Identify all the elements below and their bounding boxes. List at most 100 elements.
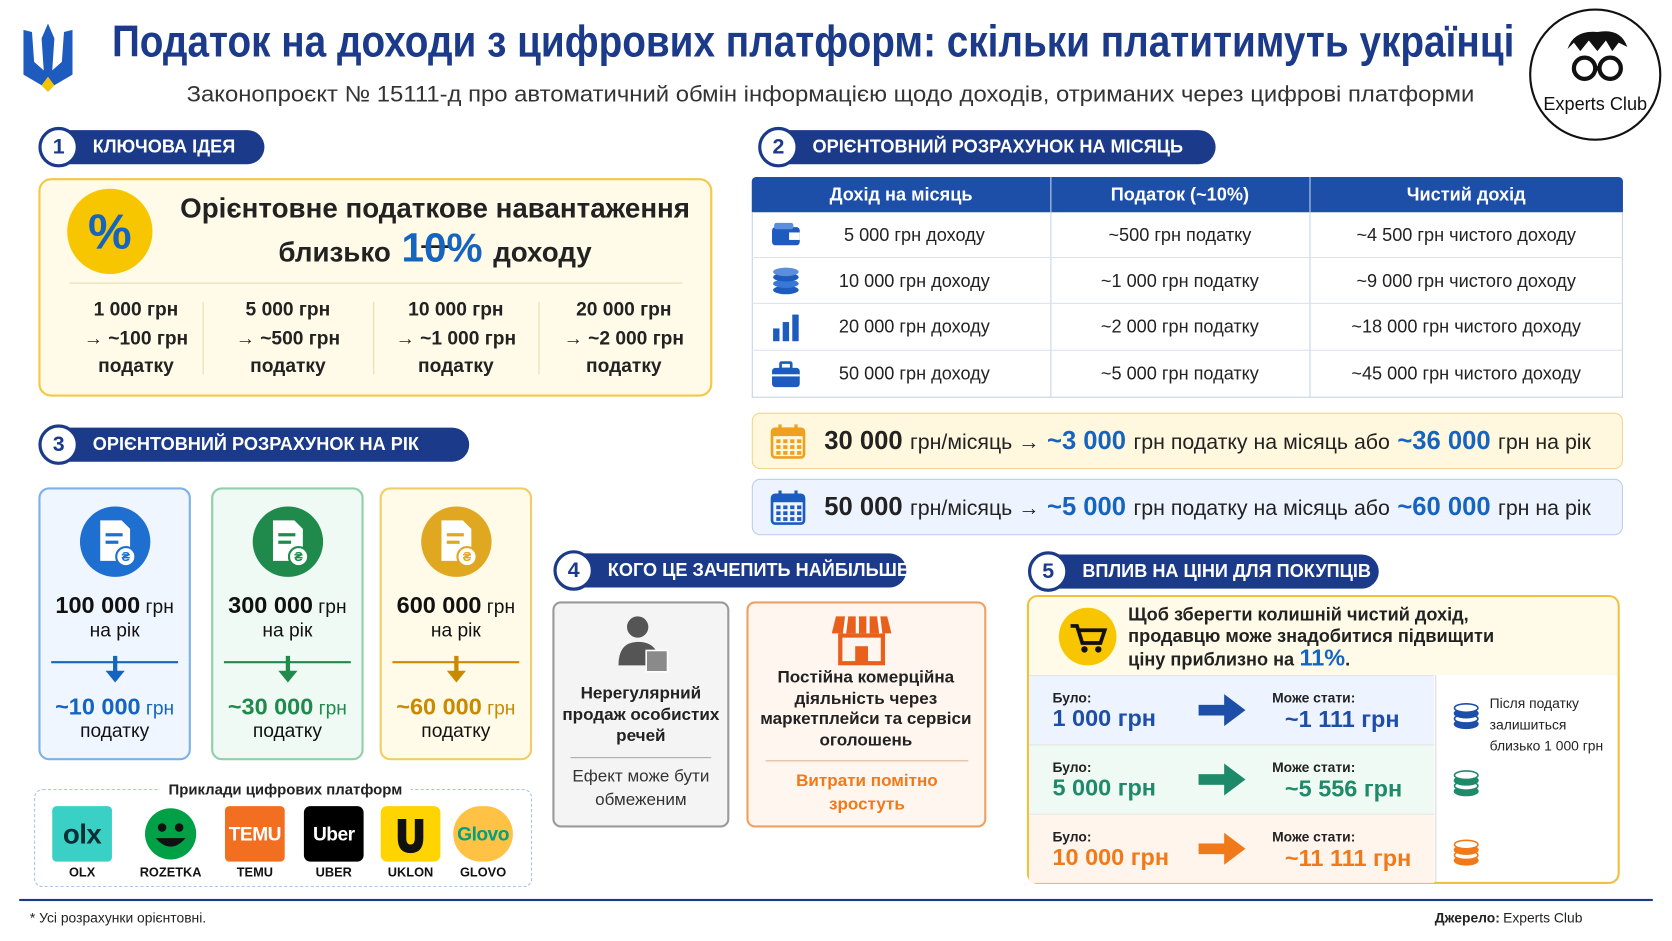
icon-shape xyxy=(797,451,802,455)
tax-unit: грн xyxy=(318,697,347,719)
table-separator xyxy=(1309,177,1311,398)
icon-shape xyxy=(773,278,799,288)
section-header xyxy=(58,130,265,165)
row-icon xyxy=(770,219,802,256)
separator xyxy=(538,301,540,375)
example: 1 000 грн → ~100 грн податку xyxy=(69,295,202,380)
row-icon xyxy=(770,311,802,348)
icon-shape xyxy=(105,540,119,544)
example: 10 000 грн → ~1 000 грн податку xyxy=(373,295,538,380)
icon-shape xyxy=(773,328,780,342)
icon-shape xyxy=(773,267,799,276)
icon-shape xyxy=(23,23,73,92)
section-header xyxy=(58,427,470,462)
will-value: ~11 111 грн xyxy=(1284,844,1412,872)
icon-shape xyxy=(773,267,799,294)
was-value: 10 000 грн xyxy=(1052,843,1170,871)
icon-shape xyxy=(790,505,795,510)
example-line: 5 000 грн xyxy=(245,298,331,320)
affected-note: Ефект може бути обмеженим xyxy=(572,767,710,810)
income-value: 300 000 xyxy=(228,591,313,619)
icon-shape xyxy=(1597,55,1623,82)
table-header-cell: Дохід на місяць xyxy=(829,184,973,205)
icon-shape xyxy=(397,818,424,854)
prices-intro-bg xyxy=(1029,597,1618,675)
income-value: 600 000 xyxy=(396,591,482,619)
icon-shape xyxy=(772,222,800,245)
icon-shape xyxy=(790,445,795,449)
icon-shape xyxy=(772,367,800,388)
tax-unit: грн xyxy=(487,697,516,719)
icon-shape xyxy=(23,23,73,92)
icon-shape xyxy=(770,490,806,525)
platform-logo xyxy=(140,806,201,862)
affected-title: Нерегулярний продаж особистих речей xyxy=(562,684,720,746)
icon-shape xyxy=(278,533,296,537)
section-number: 4 xyxy=(553,550,594,591)
affected-title: Постійна комерційна діяльність через мар… xyxy=(760,668,972,750)
icon-shape xyxy=(157,823,167,832)
affected-card xyxy=(746,601,987,828)
section-header xyxy=(573,553,907,588)
period: на рік xyxy=(262,619,313,641)
affected-note: Витрати помітно зростуть xyxy=(796,772,938,814)
coins-icon xyxy=(1452,766,1480,803)
table-cell: ~500 грн податку xyxy=(1108,224,1252,246)
table-separator xyxy=(1050,177,1052,398)
tax-line: ~10 000 грн xyxy=(33,691,196,726)
highlight-value: ~3 000 xyxy=(1047,426,1127,456)
headline-value: 10% xyxy=(401,226,483,271)
highlight-box xyxy=(751,412,1623,470)
icon-shape xyxy=(1224,694,1246,727)
icon-shape xyxy=(783,505,788,510)
icon-shape xyxy=(446,533,464,537)
icon-shape xyxy=(779,361,793,371)
source-label: Джерело: xyxy=(1434,909,1500,926)
icon-shape xyxy=(1198,763,1246,796)
example: 20 000 грн → ~2 000 грн податку xyxy=(538,295,709,380)
footnote: * Усі розрахунки орієнтовні. xyxy=(29,909,207,926)
icon-shape xyxy=(1571,55,1598,82)
shop-icon xyxy=(831,612,892,671)
icon-shape xyxy=(794,490,798,498)
tax-line: ~60 000 грн xyxy=(374,691,537,726)
table-body xyxy=(751,212,1623,398)
icon-shape xyxy=(783,511,788,516)
icon-shape xyxy=(776,451,781,455)
example-line: 10 000 грн xyxy=(408,298,504,320)
table-header-cell: Чистий дохід xyxy=(1406,184,1526,205)
highlight-value: ~36 000 xyxy=(1397,426,1491,456)
icon-shape xyxy=(397,818,424,854)
down-arrow xyxy=(105,655,126,689)
intro-text: . xyxy=(1345,649,1351,670)
table-cell: ~9 000 грн чистого доходу xyxy=(1356,270,1576,292)
row-line xyxy=(751,349,1623,351)
icon-shape xyxy=(783,445,788,449)
icon-shape xyxy=(145,808,197,860)
price-arrow xyxy=(1198,694,1246,731)
icon-shape xyxy=(776,445,781,449)
icon-shape xyxy=(285,655,291,673)
income-unit: грн xyxy=(145,596,174,618)
icon-shape xyxy=(776,517,781,521)
side-divider xyxy=(1435,674,1437,882)
icon-shape xyxy=(794,424,798,432)
icon-shape xyxy=(446,655,466,683)
icon-shape xyxy=(797,445,802,449)
intro-text: Щоб зберегти колишній чистий дохід, прод… xyxy=(1128,604,1495,670)
example-line: податку xyxy=(418,355,494,377)
icon-shape xyxy=(618,616,669,673)
icon-shape xyxy=(797,505,802,510)
platform-name: UKLON xyxy=(387,864,434,880)
icon-shape xyxy=(1453,839,1479,850)
logo-text: Experts Club xyxy=(1543,93,1648,115)
row-icon xyxy=(770,358,802,395)
icon-shape xyxy=(1224,763,1246,796)
source-name: Experts Club xyxy=(1503,909,1583,926)
headline-line: близько 10% доходу xyxy=(179,224,691,276)
tax-value: ~60 000 xyxy=(396,693,482,720)
icon-shape xyxy=(1070,624,1108,645)
table-cell: 50 000 грн доходу xyxy=(838,363,990,384)
period: на рік xyxy=(430,619,481,641)
